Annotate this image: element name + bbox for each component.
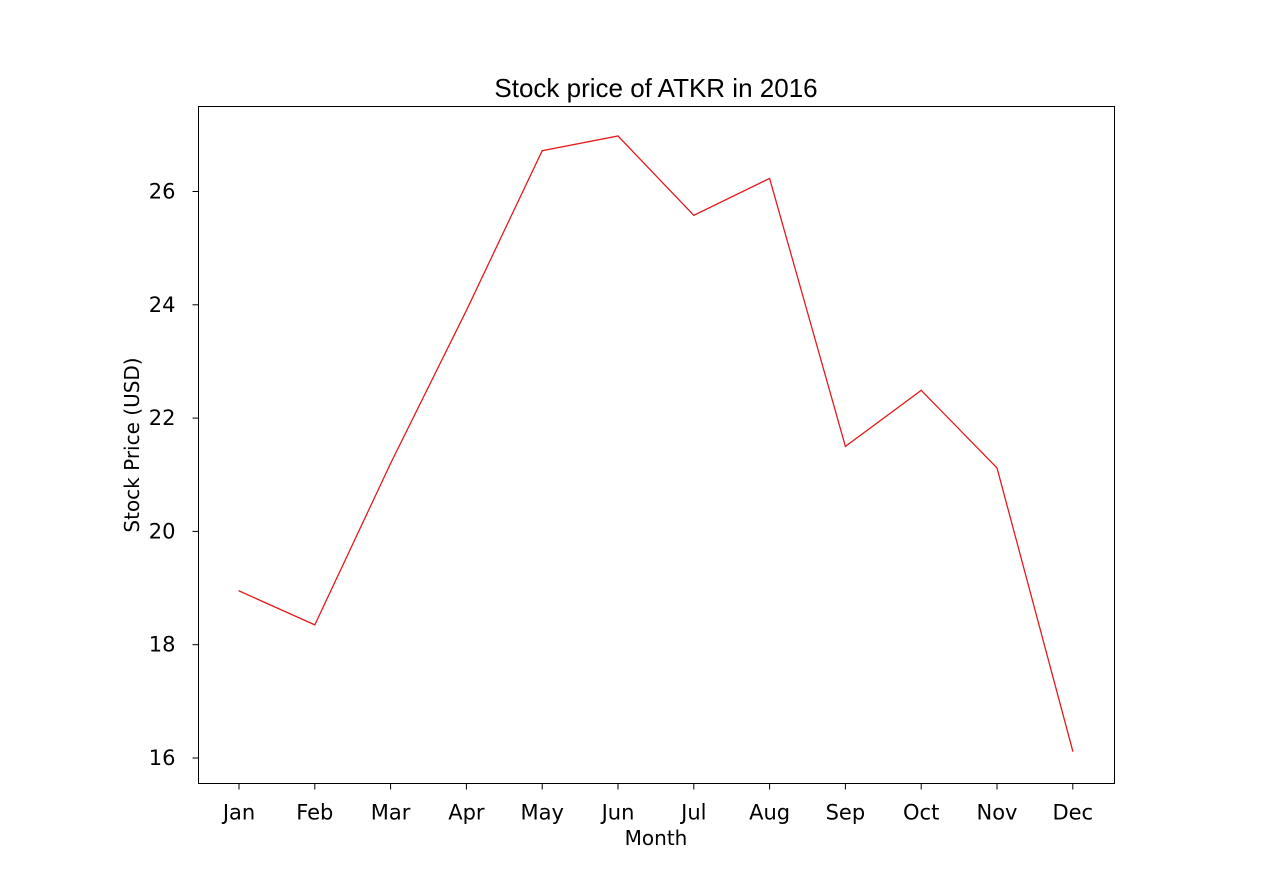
x-tick-label: Jul bbox=[679, 801, 706, 825]
y-tick-label: 26 bbox=[149, 179, 176, 203]
data-point bbox=[920, 389, 922, 391]
x-tick-label: Feb bbox=[296, 801, 333, 825]
data-point bbox=[1072, 750, 1074, 752]
x-axis-label: Month bbox=[625, 826, 688, 850]
data-point bbox=[465, 309, 467, 312]
x-tick-label: Apr bbox=[448, 801, 485, 825]
data-point bbox=[617, 135, 619, 137]
x-tick-label: Oct bbox=[903, 801, 939, 825]
y-tick-label: 16 bbox=[149, 746, 176, 770]
x-tick-label: Mar bbox=[371, 801, 411, 825]
x-tick-label: Sep bbox=[826, 801, 866, 825]
data-point bbox=[314, 624, 316, 626]
y-tick-label: 18 bbox=[149, 633, 176, 657]
plot-frame bbox=[198, 106, 1115, 784]
data-point bbox=[769, 177, 771, 180]
x-tick-label: Jan bbox=[221, 801, 255, 825]
data-point bbox=[996, 467, 998, 469]
x-tick-label: Aug bbox=[749, 801, 790, 825]
y-axis: 16 18 20 22 24 26 bbox=[149, 179, 199, 770]
data-point bbox=[238, 590, 240, 592]
data-point bbox=[844, 445, 847, 448]
x-tick-label: May bbox=[520, 801, 563, 825]
y-axis-label: Stock Price (USD) bbox=[120, 357, 144, 532]
plot-marks bbox=[238, 135, 1074, 752]
data-point bbox=[693, 214, 695, 216]
series-line bbox=[238, 135, 1074, 752]
x-tick-label: Jun bbox=[600, 801, 635, 825]
y-tick-label: 22 bbox=[149, 406, 176, 430]
data-point bbox=[390, 462, 392, 465]
x-tick-label: Nov bbox=[977, 801, 1018, 825]
y-tick-label: 20 bbox=[149, 519, 176, 543]
data-point bbox=[541, 150, 543, 152]
x-tick-label: Dec bbox=[1052, 801, 1093, 825]
chart-title: Stock price of ATKR in 2016 bbox=[494, 73, 817, 103]
x-axis: Jan Feb Mar Apr May Jun Jul Aug Sep Oct Nov Dec bbox=[221, 783, 1093, 825]
y-tick-label: 24 bbox=[149, 293, 176, 317]
